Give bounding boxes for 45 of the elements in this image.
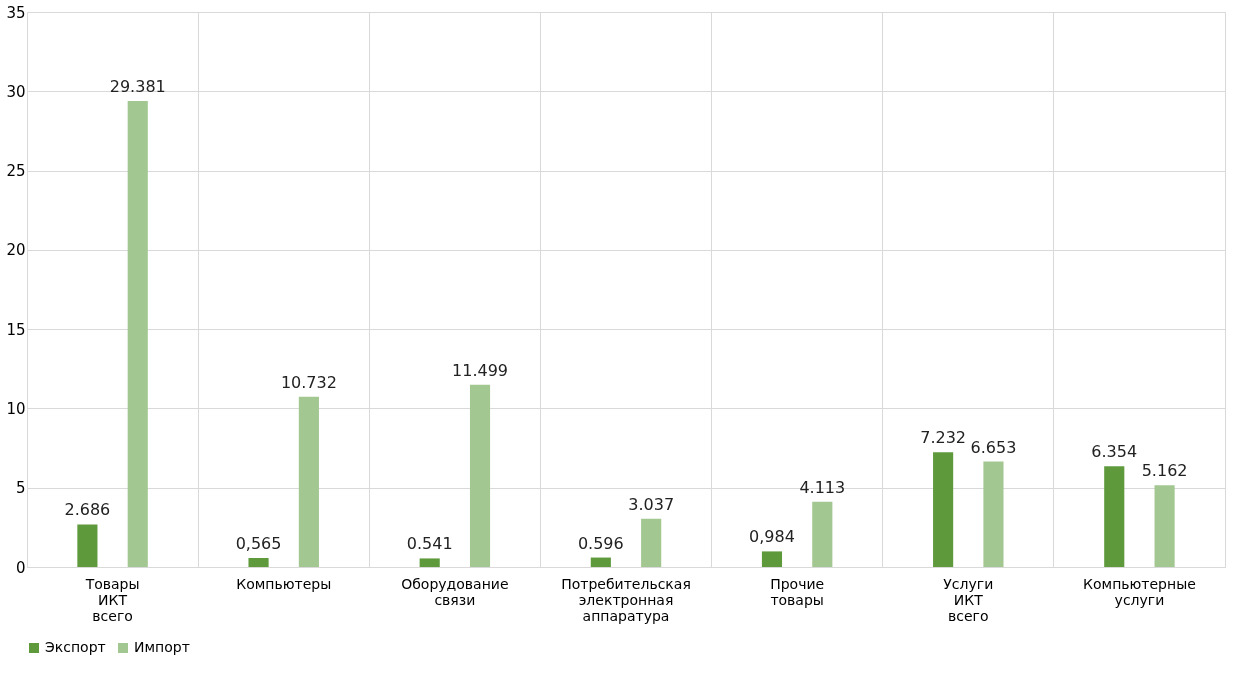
x-tick-label: Компьютеры (236, 575, 332, 592)
y-tick-label: 10 (6, 399, 26, 418)
x-tick-label: Оборудование связи (401, 575, 509, 608)
y-tick-label: 25 (6, 162, 26, 181)
y-tick-label: 35 (6, 3, 26, 22)
bar (127, 101, 148, 567)
y-tick-label: 15 (6, 320, 26, 339)
bar (1104, 466, 1125, 567)
data-label: 6.354 (1091, 442, 1138, 462)
data-label: 3.037 (628, 494, 675, 514)
bar (641, 518, 662, 567)
bar (933, 452, 954, 567)
data-label: 7.232 (920, 428, 967, 448)
legend-label: Импорт (134, 639, 190, 655)
data-label: 0.596 (577, 533, 624, 553)
y-tick-label: 0 (15, 558, 26, 577)
data-label: 0,984 (749, 527, 795, 547)
bar (298, 396, 319, 567)
bar (590, 557, 611, 567)
bar (812, 501, 833, 567)
data-label: 10.732 (280, 372, 337, 392)
y-tick-label: 20 (6, 241, 26, 260)
y-tick-label: 30 (6, 82, 26, 101)
data-label: 2.686 (64, 500, 111, 520)
data-label: 0,565 (235, 534, 282, 554)
bar (469, 384, 491, 567)
x-tick-label: Компьютерные услуги (1083, 575, 1196, 608)
bar (1154, 485, 1175, 567)
bar (983, 461, 1004, 567)
x-tick-label: Услуги ИКТ всего (943, 575, 994, 624)
bar (761, 551, 783, 567)
data-label: 5.162 (1141, 461, 1188, 481)
legend-label: Экспорт (45, 639, 106, 655)
data-label: 29.381 (109, 77, 166, 97)
bar (248, 558, 269, 567)
x-tick-label: Потребительская электронная аппаратура (561, 575, 691, 624)
y-tick-label: 5 (15, 479, 26, 498)
bar (77, 524, 98, 567)
data-label: 11.499 (452, 360, 509, 380)
bar (419, 558, 440, 567)
data-label: 0.541 (406, 534, 453, 554)
x-tick-label: Прочие товары (770, 575, 825, 608)
x-tick-label: Товары ИКТ всего (84, 575, 140, 624)
data-label: 6.653 (970, 437, 1017, 457)
data-label: 4.113 (799, 477, 846, 497)
